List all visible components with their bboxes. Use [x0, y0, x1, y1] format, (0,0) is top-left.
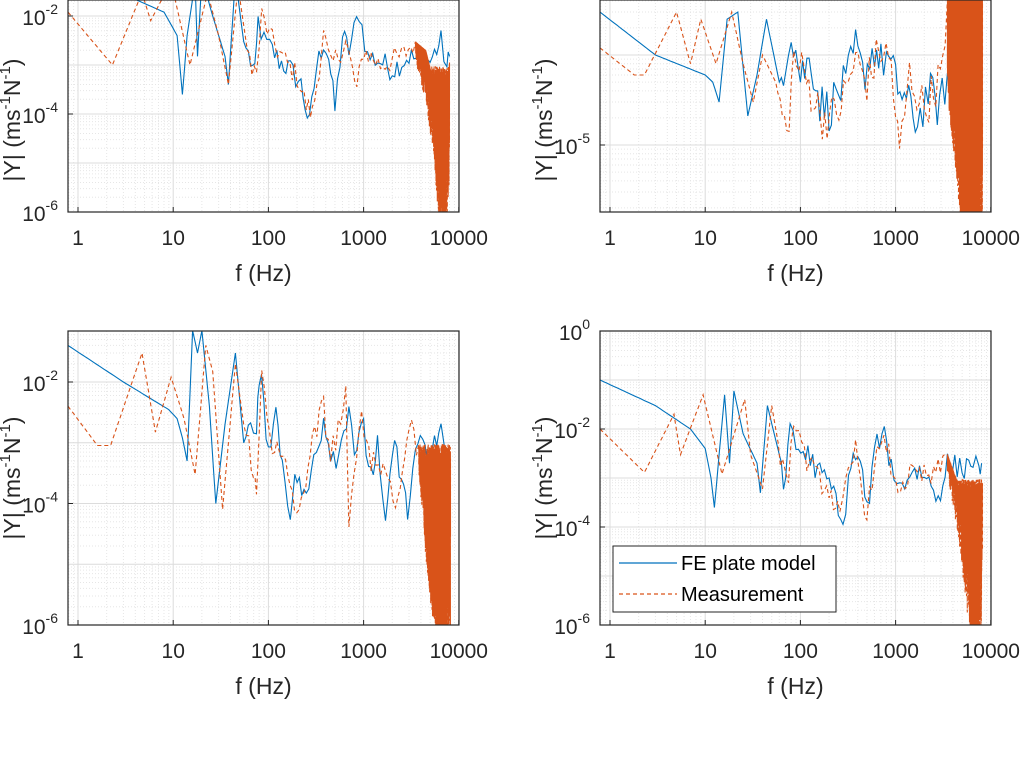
x-tick-label: 10	[694, 227, 717, 250]
y-tick-label: 10-6	[22, 197, 58, 226]
x-tick-label: 1000	[872, 640, 919, 663]
x-tick-label: 10	[162, 640, 185, 663]
series-line-measurement	[68, 345, 452, 625]
y-axis-label: |Y| (ms-1N-1)	[0, 59, 25, 182]
series-line-fe-plate-model	[135, 0, 451, 120]
x-tick-label: 100	[783, 227, 818, 250]
y-tick-label: 10-5	[554, 130, 590, 159]
x-tick-label: 100	[251, 227, 286, 250]
x-tick-label: 10	[162, 227, 185, 250]
axes-frame	[599, 0, 992, 213]
series-group	[68, 0, 451, 212]
x-tick-label: 1000	[340, 227, 387, 250]
y-tick-label: 100	[559, 316, 590, 345]
x-tick-label: 10000	[962, 640, 1020, 663]
series-line-measurement	[68, 0, 451, 212]
y-tick-label: 10-4	[22, 489, 58, 518]
series-group	[68, 331, 452, 625]
y-tick-label: 10-2	[22, 367, 58, 396]
legend: FE plate model Measurement	[612, 545, 837, 613]
axes-frame	[599, 330, 992, 626]
x-axis-label: f (Hz)	[767, 260, 823, 286]
x-tick-label: 1000	[872, 227, 919, 250]
series-group	[600, 379, 984, 625]
plot-area	[68, 0, 459, 212]
x-tick-label: 1	[72, 227, 84, 250]
x-tick-label: 1	[604, 640, 616, 663]
legend-label: FE plate model	[681, 553, 816, 575]
panel-bottom-right: 1 10 100 1000 10000 f (Hz) 100 10-2 10-4 10-6 |Y| …	[529, 316, 1020, 699]
panel-top-left: 1 10 100 1000 10000 f (Hz) 10-2 10-4 10-6 |Y| (ms…	[0, 0, 488, 286]
y-tick-label: 10-4	[554, 512, 590, 541]
x-axis-label: f (Hz)	[767, 673, 823, 699]
series-group	[600, 0, 984, 212]
legend-label: Measurement	[681, 584, 804, 606]
x-tick-label: 100	[783, 640, 818, 663]
legend-box	[612, 545, 837, 613]
y-axis-label: |Y| (ms-1N-1)	[0, 417, 25, 540]
y-tick-label: 10-6	[22, 610, 58, 639]
x-tick-label: 1	[72, 640, 84, 663]
series-line-fe-plate-model	[68, 331, 451, 521]
x-tick-label: 100	[251, 640, 286, 663]
axes-frame	[67, 0, 460, 213]
x-tick-label: 1	[604, 227, 616, 250]
y-tick-label: 10-2	[22, 1, 58, 30]
panel-bottom-left: 1 10 100 1000 10000 f (Hz) 10-2 10-4 10-6 |Y| (ms…	[0, 330, 488, 699]
y-axis-label: |Y| (ms-1N-1)	[529, 417, 557, 540]
y-tick-label: 10-4	[22, 99, 58, 128]
x-tick-label: 10000	[430, 227, 488, 250]
x-tick-label: 10	[694, 640, 717, 663]
series-line-measurement	[600, 392, 984, 625]
x-axis-label: f (Hz)	[235, 673, 291, 699]
y-tick-label: 10-6	[554, 610, 590, 639]
panel-top-right: 1 10 100 1000 10000 f (Hz) 10-5|Y| (ms-1N-1)	[529, 0, 1020, 286]
axes-frame	[67, 330, 460, 626]
x-tick-label: 1000	[340, 640, 387, 663]
y-tick-label: 10-2	[554, 414, 590, 443]
plot-area	[600, 0, 991, 212]
x-axis-label: f (Hz)	[235, 260, 291, 286]
x-tick-label: 10000	[430, 640, 488, 663]
y-axis-label: |Y| (ms-1N-1)	[529, 59, 557, 182]
x-tick-label: 10000	[962, 227, 1020, 250]
series-line-measurement	[600, 0, 984, 212]
